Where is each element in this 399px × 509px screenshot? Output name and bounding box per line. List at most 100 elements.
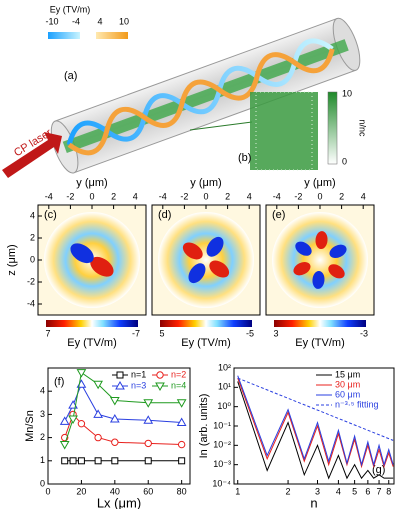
y-tick-label: 3 <box>40 409 45 419</box>
y-tick-label: 10⁻⁴ <box>212 478 231 488</box>
y-axis-label: z (μm) <box>6 244 18 275</box>
x-tick-label: -2 <box>66 191 74 201</box>
y-axis-label: Mn/Sn <box>24 410 36 442</box>
marker <box>176 399 187 408</box>
x-tick-label: 2 <box>225 191 230 201</box>
x-tick-label: -4 <box>159 191 167 201</box>
field-lobe <box>293 261 311 276</box>
x-tick-label: -2 <box>294 191 302 201</box>
marker <box>59 416 70 425</box>
cylinder-illustration <box>50 17 361 174</box>
x-tick-label: 60 <box>143 486 153 496</box>
series-line <box>237 377 394 441</box>
y-tick-label: 2 <box>40 432 45 442</box>
chart: 1 2 3 4 5 6 7 8 10⁻⁴ 10⁻³ 10⁻² 10⁻¹ 10⁰ 10¹ 10² n In (ar… <box>198 362 395 509</box>
field-lobe <box>70 243 94 264</box>
pointer-line <box>189 121 253 131</box>
x-tick-label: 2 <box>339 191 344 201</box>
x-tick-label: 4 <box>247 191 252 201</box>
x-tick-label: 80 <box>177 486 187 496</box>
colorbar-tick-label: -5 <box>246 328 254 338</box>
maps: (c) -4 -2 0 2 4 y (μm) -4 -2 0 2 4 z (μm) 7 -7 Ey (TV/m… <box>6 177 375 349</box>
marker <box>109 414 120 423</box>
field-lobe <box>329 244 347 259</box>
marker <box>77 419 86 428</box>
legend-label: 30 μm <box>335 379 360 389</box>
x-axis-label: Lx (μm) <box>97 495 141 509</box>
field-lobe <box>312 270 325 289</box>
x-tick-label: 4 <box>361 191 366 201</box>
marker <box>61 457 69 465</box>
field-lobe <box>90 256 114 277</box>
panel-label: (b) <box>238 152 251 164</box>
colorbar-ticks: 10 0 <box>342 88 352 166</box>
legend-label: n=3 <box>131 380 146 390</box>
y-tick-label: 10¹ <box>218 382 231 392</box>
colorbar-tick-label: 4 <box>97 16 102 26</box>
panel-label: (e) <box>272 209 285 221</box>
colorbar-tick-label: 10 <box>119 16 129 26</box>
plot-frame <box>233 367 395 485</box>
marker <box>59 441 70 450</box>
colorbar <box>48 32 80 39</box>
colorbar-tick-label: 5 <box>159 328 164 338</box>
panel-label: (c) <box>44 209 57 221</box>
density-pattern <box>255 91 313 171</box>
series-line <box>237 375 394 467</box>
y-tick-label: 0 <box>40 478 45 488</box>
legend-label: n=4 <box>171 380 186 390</box>
x-tick-label: 0 <box>317 191 322 201</box>
density-map <box>250 92 318 170</box>
y-tick-label: 10⁻² <box>213 440 231 450</box>
colorbar-tick-label: -4 <box>72 16 80 26</box>
marker <box>94 457 102 465</box>
x-tick-label: 1 <box>235 486 240 496</box>
marker <box>69 457 77 465</box>
marker <box>93 409 103 418</box>
marker <box>143 399 154 408</box>
marker <box>109 396 120 406</box>
series-line <box>64 383 182 424</box>
legend-marker <box>115 380 125 390</box>
x-tick-label: -4 <box>273 191 281 201</box>
marker <box>94 433 102 442</box>
y-tick-label: -4 <box>27 298 35 308</box>
y-tick-label: 10⁰ <box>217 401 231 411</box>
panel-label: (d) <box>158 209 171 221</box>
marker <box>111 438 119 446</box>
plot-frame <box>47 367 191 485</box>
marker <box>176 417 187 427</box>
x-axis-label: y (μm) <box>304 177 335 189</box>
colorbar-tick-label: -3 <box>360 328 368 338</box>
map-panel: (c) -4 -2 0 2 4 y (μm) -4 -2 0 2 4 z (μm) 7 -7 Ey (TV/m… <box>6 177 147 349</box>
colorbar-tick-label: 0 <box>342 156 347 166</box>
x-tick-label: 4 <box>133 191 138 201</box>
marker <box>144 457 152 465</box>
colorbar <box>274 320 366 327</box>
colorbar-ticks: -10 -4 4 10 <box>45 16 129 26</box>
y-tick-label: 10⁻³ <box>213 459 231 469</box>
marker <box>144 439 152 448</box>
legend-marker <box>155 382 165 392</box>
target-sheet <box>62 39 349 154</box>
x-tick-label: 0 <box>89 191 94 201</box>
colorbar-tick-label: -10 <box>45 16 58 26</box>
marker <box>93 380 103 390</box>
colorbar-title: Ey (TV/m) <box>50 4 91 14</box>
colorbar <box>327 91 338 165</box>
legend-label: n=2 <box>171 369 186 379</box>
field-lobe <box>315 231 328 250</box>
legend-label: 15 μm <box>335 369 360 379</box>
field-lobe <box>182 242 203 260</box>
marker <box>111 457 119 465</box>
x-tick-label: 0 <box>45 486 50 496</box>
colorbar <box>160 320 252 327</box>
field-helix <box>67 48 335 156</box>
series-line <box>237 377 394 469</box>
field-ring <box>272 212 368 308</box>
colorbar-tick-label: 10 <box>342 88 352 98</box>
y-tick-label: 10⁻¹ <box>213 420 231 430</box>
x-tick-label: -2 <box>180 191 188 201</box>
x-tick-label: 4 <box>336 486 341 496</box>
